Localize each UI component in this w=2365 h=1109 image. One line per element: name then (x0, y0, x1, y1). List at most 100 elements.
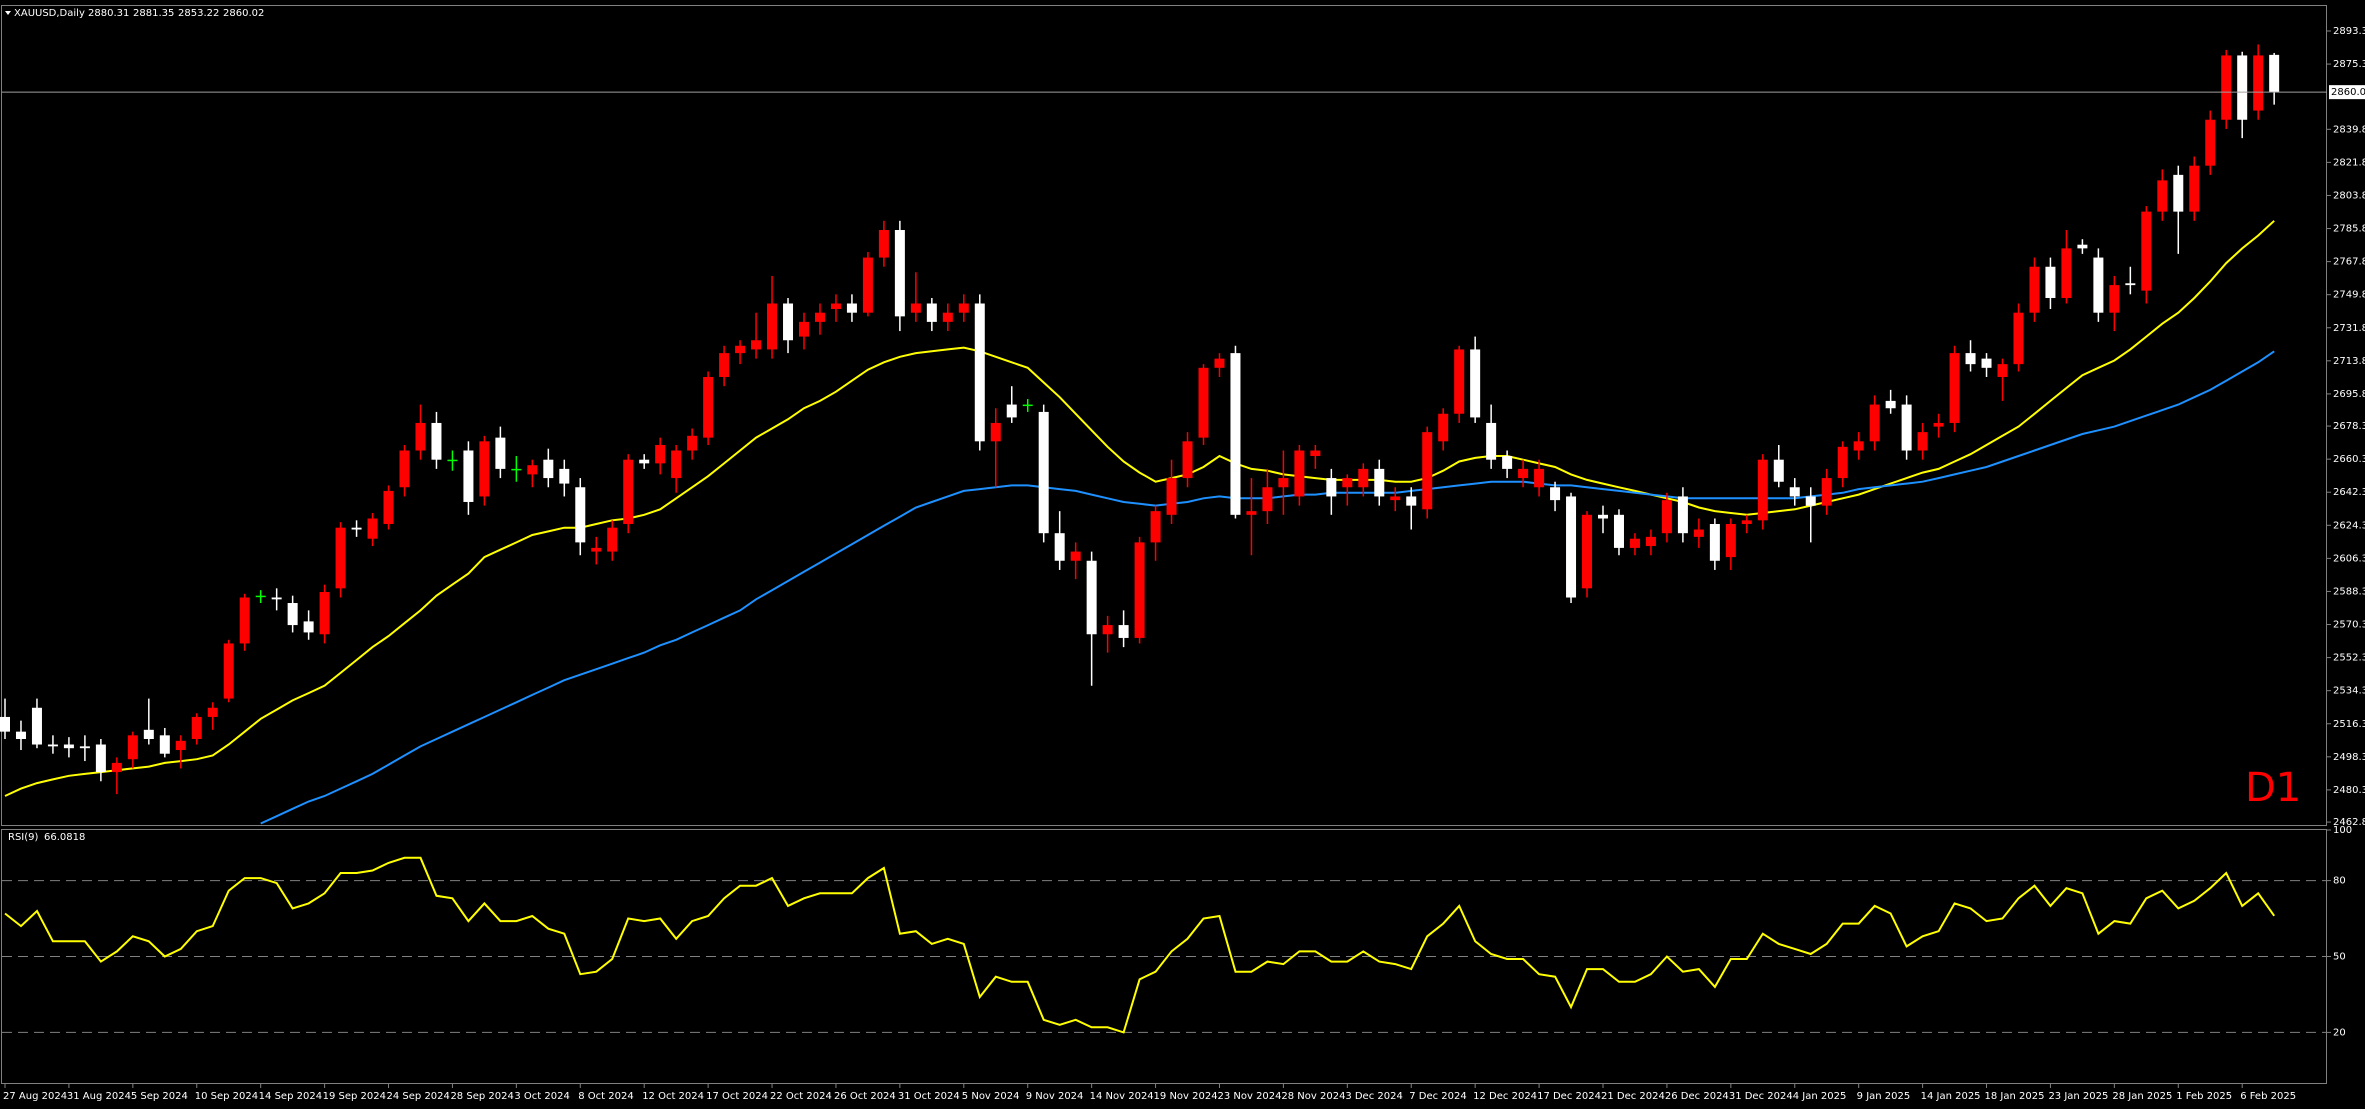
candle-body (671, 450, 682, 479)
last-price-label: 2860.02 (2331, 87, 2365, 98)
y-tick-label: 2803.80 (2333, 190, 2365, 201)
candle-body (127, 735, 138, 760)
candle-body (1598, 514, 1608, 519)
candle-body (687, 435, 698, 451)
candle-body (783, 303, 794, 341)
x-tick-label: 9 Nov 2024 (1026, 1091, 1084, 1102)
candle-body (862, 257, 873, 313)
candle-body (1406, 496, 1417, 506)
candle-body (255, 595, 266, 598)
candle-body (1166, 478, 1177, 515)
candle-body (1709, 524, 1720, 561)
candle-body (111, 762, 122, 773)
candle-body (575, 487, 586, 543)
candle-body (1198, 367, 1209, 438)
y-tick-label: 2516.30 (2333, 719, 2365, 730)
line-series (4, 220, 2275, 797)
candle-body (1789, 487, 1800, 497)
candle-body (351, 527, 362, 530)
x-tick-label: 22 Oct 2024 (770, 1091, 832, 1102)
candle-body (2045, 266, 2056, 298)
candle-body (0, 716, 10, 732)
candle-body (1805, 496, 1816, 506)
y-tick-label: 2552.30 (2333, 653, 2365, 664)
candle-body (1214, 358, 1225, 368)
y-tick-label: 2785.80 (2333, 224, 2365, 235)
x-tick-label: 19 Sep 2024 (323, 1091, 386, 1102)
x-tick-label: 9 Jan 2025 (1857, 1091, 1911, 1102)
candle-body (910, 303, 921, 313)
candle-body (1390, 496, 1401, 501)
x-tick-label: 7 Dec 2024 (1409, 1091, 1467, 1102)
x-tick-label: 26 Dec 2024 (1665, 1091, 1729, 1102)
x-tick-label: 14 Jan 2025 (1921, 1091, 1981, 1102)
candle-body (623, 459, 634, 525)
candle-body (958, 303, 969, 313)
candle-body (1550, 487, 1561, 501)
candle-body (2061, 248, 2072, 298)
main-panel-frame (1, 5, 2327, 826)
candle-body (1422, 432, 1433, 510)
last-price-box (2329, 85, 2365, 100)
candle-body (1837, 446, 1848, 479)
low-value: 2853.22 (178, 8, 219, 19)
candle-body (1358, 468, 1369, 488)
y-tick-label: 2534.30 (2333, 686, 2365, 697)
x-tick-label: 5 Sep 2024 (131, 1091, 188, 1102)
x-tick-label: 14 Nov 2024 (1090, 1091, 1154, 1102)
candle-body (1965, 353, 1976, 365)
candle-body (1326, 478, 1337, 497)
x-tick-label: 27 Aug 2024 (3, 1091, 67, 1102)
candle-body (319, 591, 330, 635)
x-tick-label: 28 Sep 2024 (450, 1091, 513, 1102)
y-tick-label: 50 (2333, 952, 2346, 963)
candle-body (1118, 625, 1129, 638)
y-tick-label: 2893.30 (2333, 26, 2365, 37)
y-tick-label: 100 (2333, 825, 2352, 836)
candle-body (2157, 180, 2168, 212)
candle-body (1022, 404, 1033, 407)
candle-body (143, 729, 154, 740)
candle-body (239, 597, 250, 644)
x-tick-label: 31 Aug 2024 (67, 1091, 131, 1102)
candle-body (2141, 211, 2152, 291)
candle-body (942, 312, 953, 322)
y-tick-label: 2875.30 (2333, 59, 2365, 70)
candle-body (703, 377, 714, 438)
candle-body (1997, 364, 2008, 378)
x-tick-label: 8 Oct 2024 (578, 1091, 633, 1102)
candle-body (1693, 529, 1704, 537)
close-value: 2860.02 (223, 8, 264, 19)
candle-body (846, 303, 857, 313)
candle-body (1038, 411, 1049, 534)
y-tick-label: 2713.80 (2333, 356, 2365, 367)
x-tick-label: 4 Jan 2025 (1793, 1091, 1847, 1102)
candle-body (1006, 404, 1017, 418)
candle-body (799, 321, 809, 337)
y-tick-label: 2767.80 (2333, 257, 2365, 268)
x-tick-label: 19 Nov 2024 (1154, 1091, 1218, 1102)
candle-body (2093, 257, 2104, 313)
y-tick-label: 2624.30 (2333, 520, 2365, 531)
candle-body (1901, 404, 1912, 451)
y-tick-label: 2678.30 (2333, 421, 2365, 432)
candle-body (2253, 55, 2264, 111)
line-series (4, 856, 2276, 1034)
candle-body (271, 597, 282, 600)
candle-body (303, 621, 314, 633)
x-tick-label: 31 Dec 2024 (1729, 1091, 1793, 1102)
candle-body (479, 441, 490, 497)
candle-body (1661, 500, 1672, 534)
y-tick-label: 2480.30 (2333, 785, 2365, 796)
candle-body (1613, 514, 1624, 548)
candle-body (2269, 54, 2280, 93)
candle-body (2029, 266, 2040, 313)
candle-body (1230, 353, 1241, 515)
candle-body (990, 422, 1001, 442)
candle-body (2221, 55, 2232, 120)
candle-body (79, 746, 90, 749)
candle-body (1582, 514, 1593, 589)
